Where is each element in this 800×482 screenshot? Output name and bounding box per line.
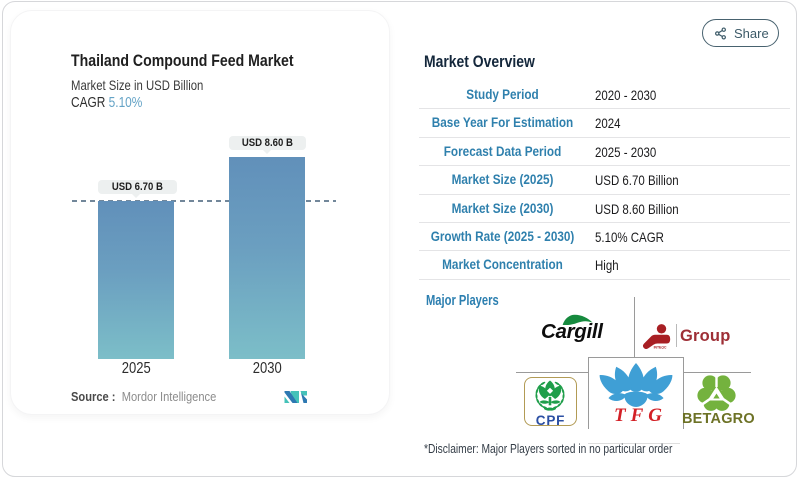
svg-text:INTEQC: INTEQC	[654, 346, 667, 349]
